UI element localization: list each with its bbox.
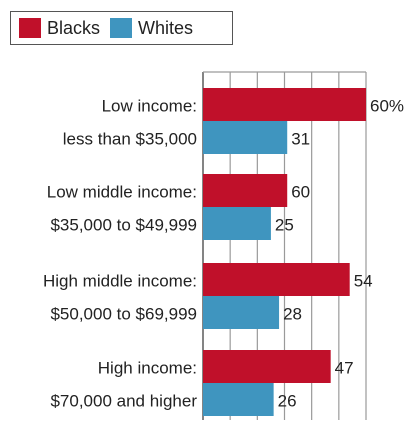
data-label-blacks: 47 [335, 359, 354, 378]
legend-swatch-whites [110, 18, 133, 38]
legend-label-blacks: Blacks [47, 17, 101, 38]
category-sublabel: $70,000 and higher [50, 392, 197, 411]
bar-blacks [203, 88, 366, 121]
category-label: Low income: [102, 97, 197, 116]
category-label: Low middle income: [47, 183, 197, 202]
data-label-blacks: 60% [370, 97, 404, 116]
data-label-blacks: 54 [354, 272, 373, 291]
bar-whites [203, 383, 274, 416]
category-sublabel: less than $35,000 [63, 130, 197, 149]
data-label-whites: 31 [291, 130, 310, 149]
legend-swatch-blacks [19, 18, 41, 38]
data-label-whites: 25 [275, 216, 294, 235]
data-label-whites: 26 [278, 392, 297, 411]
bar-whites [203, 121, 288, 154]
category-label: High income: [98, 359, 197, 378]
bar-blacks [203, 174, 288, 207]
legend-label-whites: Whites [138, 17, 194, 38]
category-label: High middle income: [43, 272, 197, 291]
bar-blacks [203, 263, 350, 296]
data-label-blacks: 60 [291, 183, 310, 202]
category-sublabel: $35,000 to $49,999 [50, 216, 197, 235]
legend-item-blacks: Blacks [19, 18, 100, 39]
bar-whites [203, 296, 280, 329]
bar-blacks [203, 350, 331, 383]
legend-item-whites: Whites [110, 18, 193, 39]
bar-whites [203, 207, 271, 240]
data-label-whites: 28 [283, 305, 302, 324]
category-sublabel: $50,000 to $69,999 [50, 305, 197, 324]
chart-legend: Blacks Whites [10, 11, 233, 45]
